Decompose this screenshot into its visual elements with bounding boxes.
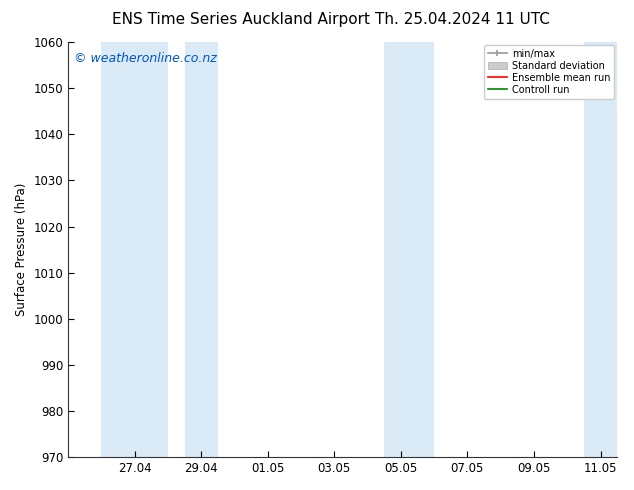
Bar xyxy=(101,42,168,457)
Text: ENS Time Series Auckland Airport: ENS Time Series Auckland Airport xyxy=(112,12,370,27)
Text: Th. 25.04.2024 11 UTC: Th. 25.04.2024 11 UTC xyxy=(375,12,550,27)
Text: © weatheronline.co.nz: © weatheronline.co.nz xyxy=(74,52,216,66)
Bar xyxy=(184,42,218,457)
Y-axis label: Surface Pressure (hPa): Surface Pressure (hPa) xyxy=(15,183,28,316)
Legend: min/max, Standard deviation, Ensemble mean run, Controll run: min/max, Standard deviation, Ensemble me… xyxy=(484,45,614,98)
Bar xyxy=(584,42,617,457)
Bar xyxy=(384,42,434,457)
